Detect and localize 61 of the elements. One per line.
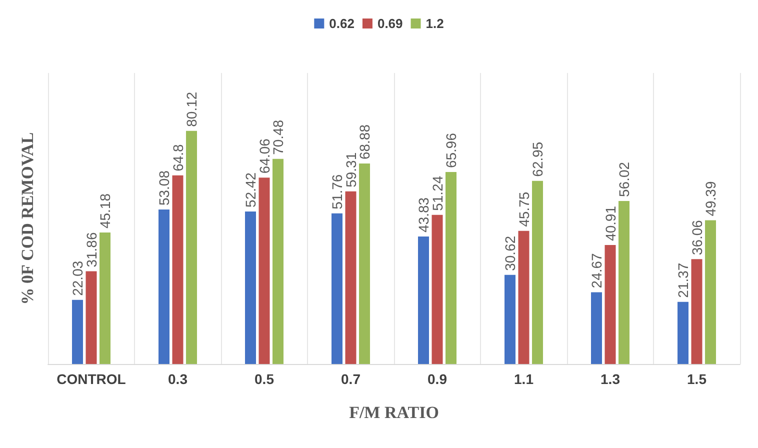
bar xyxy=(691,259,702,364)
data-label: 49.39 xyxy=(702,181,718,216)
x-tick-label: 1.1 xyxy=(514,371,534,387)
data-label: 45.75 xyxy=(516,192,532,227)
x-tick-label: 0.9 xyxy=(428,371,448,387)
data-label: 64.8 xyxy=(170,144,186,172)
bar xyxy=(245,211,256,364)
bar xyxy=(158,210,170,364)
bar xyxy=(359,164,370,364)
x-tick-label: 1.5 xyxy=(687,371,707,387)
data-label: 21.37 xyxy=(675,262,691,298)
bar xyxy=(186,130,197,364)
data-label: 45.18 xyxy=(97,193,113,229)
data-label: 62.95 xyxy=(530,142,546,177)
data-label: 59.31 xyxy=(342,152,359,188)
x-tick-label: 0.5 xyxy=(254,371,274,387)
data-label: 24.67 xyxy=(588,252,604,288)
bar xyxy=(504,274,516,364)
data-label: 43.83 xyxy=(416,197,432,232)
bar xyxy=(446,172,456,364)
bar xyxy=(345,191,356,364)
bar xyxy=(678,302,688,364)
data-label: 30.62 xyxy=(502,236,518,271)
data-label: 80.12 xyxy=(184,92,200,127)
bar xyxy=(591,292,602,364)
x-axis-title: F/M RATIO xyxy=(349,403,439,422)
x-tick-label: 0.7 xyxy=(341,371,361,387)
x-tick-label: 0.3 xyxy=(168,371,188,387)
bar xyxy=(418,236,429,364)
data-label: 40.91 xyxy=(602,206,618,241)
data-label: 51.76 xyxy=(329,174,345,210)
bar xyxy=(532,180,543,364)
bar xyxy=(272,158,284,364)
bar xyxy=(72,300,83,364)
data-label: 64.06 xyxy=(256,138,272,174)
data-label: 70.48 xyxy=(270,120,286,155)
data-label: 68.88 xyxy=(356,124,372,160)
legend-label: 0.62 xyxy=(329,16,354,31)
y-axis-title: % 0F COD REMOVAL xyxy=(18,132,37,305)
bar xyxy=(332,213,342,364)
x-tick-label: CONTROL xyxy=(56,371,126,387)
bar xyxy=(432,214,443,364)
bar xyxy=(258,178,270,364)
data-label: 56.02 xyxy=(616,162,632,197)
legend-label: 1.2 xyxy=(426,16,444,31)
legend-label: 0.69 xyxy=(377,16,403,31)
bar xyxy=(604,244,616,364)
data-label: 51.24 xyxy=(429,176,446,211)
bar xyxy=(705,220,716,364)
data-label: 65.96 xyxy=(443,132,459,168)
data-label: 36.06 xyxy=(688,220,705,256)
bar xyxy=(618,200,630,364)
bar xyxy=(518,230,530,364)
bar xyxy=(100,232,110,364)
bar xyxy=(172,175,184,364)
data-label: 31.86 xyxy=(83,232,100,268)
data-label: 22.03 xyxy=(70,260,86,296)
data-label: 53.08 xyxy=(156,170,172,206)
data-label: 52.42 xyxy=(242,172,258,208)
x-tick-label: 1.3 xyxy=(600,371,620,387)
bar xyxy=(86,271,97,364)
